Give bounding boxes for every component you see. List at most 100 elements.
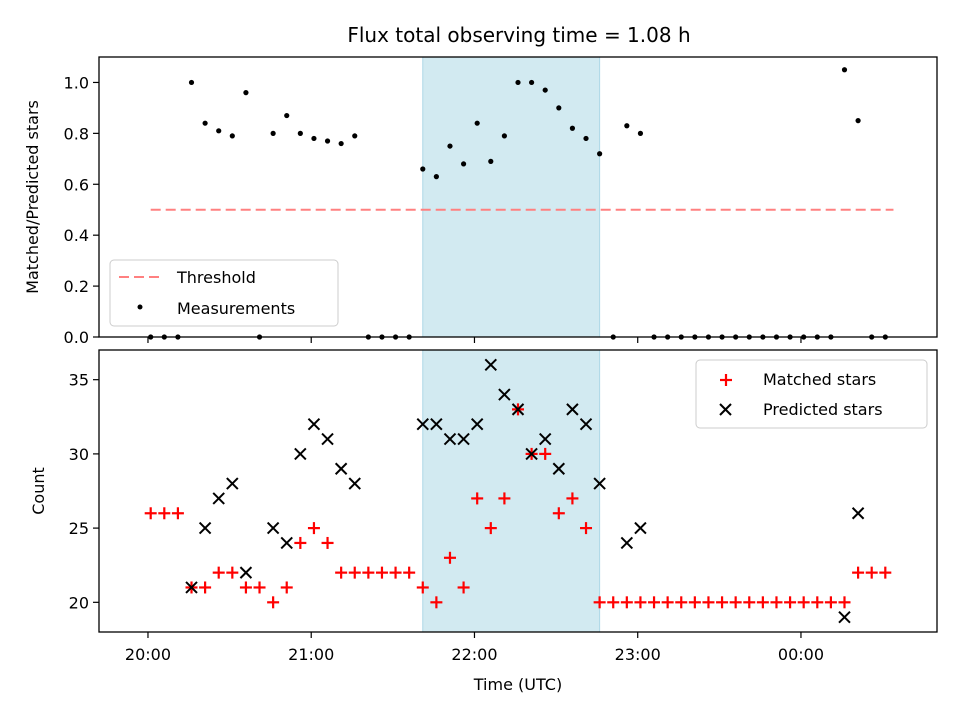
legend-top: Threshold Measurements: [109, 259, 339, 327]
y-axis-label-count: Count: [29, 467, 48, 515]
chart-title: Flux total observing time = 1.08 h: [347, 23, 690, 47]
y-tick-label: 0.0: [64, 328, 89, 347]
matched-star-point: [226, 566, 239, 579]
predicted-star-point: [457, 432, 470, 446]
panel-ratio: 0.0 0.2 0.4 0.6 0.8 1.0 Matched/Predicted sta…: [23, 56, 938, 347]
matched-star-point: [430, 596, 443, 609]
x-tick-label: 21:00: [288, 645, 334, 664]
predicted-star-point: [266, 521, 280, 535]
predicted-star-point: [334, 462, 348, 475]
legend-box-top: [109, 259, 339, 327]
matched-star-point: [199, 581, 212, 594]
x-ticks-top: [147, 337, 802, 343]
matched-star-point: [852, 566, 865, 579]
legend-threshold-label: Threshold: [176, 268, 256, 287]
matched-star-point: [267, 596, 280, 609]
legend-matched-label: Matched stars: [763, 370, 876, 389]
shaded-span-rect: [422, 349, 601, 633]
measurement-point: [188, 79, 195, 86]
predicted-star-point: [430, 418, 443, 431]
matched-star-point: [484, 522, 497, 535]
matched-star-point: [784, 596, 797, 609]
matched-star-point: [688, 596, 701, 609]
predicted-star-point: [321, 432, 334, 446]
measurement-point: [284, 112, 290, 119]
matched-star-point: [580, 522, 593, 535]
measurement-point: [637, 130, 644, 136]
measurement-point: [420, 166, 426, 172]
measurement-point: [556, 105, 562, 111]
measurement-point: [433, 174, 439, 180]
matched-star-point: [770, 596, 783, 609]
predicted-star-point: [620, 536, 634, 550]
measurement-point: [474, 120, 480, 126]
matched-star-point: [144, 507, 157, 520]
matched-star-point: [321, 536, 334, 549]
matched-star-point: [389, 566, 402, 579]
legend-bottom: Matched stars Predicted stars: [695, 359, 928, 429]
predicted-star-point: [307, 418, 321, 431]
matched-star-point: [675, 596, 688, 609]
matched-star-point: [171, 507, 184, 520]
predicted-star-point: [552, 462, 566, 475]
matched-star-point: [348, 566, 361, 579]
predicted-star-point: [511, 403, 525, 416]
measurement-point: [841, 67, 848, 73]
matched-star-point: [811, 596, 824, 609]
y-tick-label: 0.4: [64, 226, 89, 245]
predicted-star-point: [198, 521, 212, 535]
matched-star-point: [729, 596, 742, 609]
matched-star-point: [158, 507, 171, 520]
y-tick-label: 0.8: [64, 124, 89, 143]
shaded-span-rect: [422, 56, 601, 338]
matched-star-point: [539, 447, 552, 460]
predicted-star-point: [212, 492, 225, 505]
matched-star-point: [879, 566, 892, 579]
predicted-star-point: [294, 447, 307, 461]
predicted-star-point: [348, 477, 361, 490]
y-tick-label: 35: [69, 371, 89, 390]
matched-star-point: [824, 596, 837, 609]
measurement-point: [460, 161, 467, 167]
matched-star-point: [566, 492, 579, 505]
observing-window-span: [422, 349, 601, 633]
measurement-points: [148, 67, 888, 340]
predicted-star-point: [634, 521, 647, 535]
measurement-point: [488, 158, 494, 164]
measurement-point: [597, 151, 603, 157]
predicted-star-point: [484, 358, 497, 372]
matched-star-point: [335, 566, 348, 579]
y-tick-label: 1.0: [64, 73, 89, 92]
measurement-point: [202, 120, 208, 126]
x-tick-label: 20:00: [125, 645, 171, 664]
measurement-point: [447, 143, 453, 149]
predicted-star-point: [280, 536, 293, 550]
measurement-point: [324, 138, 331, 144]
predicted-stars-points: [185, 358, 865, 624]
matched-star-point: [702, 596, 715, 609]
measurement-point: [243, 90, 249, 96]
matched-star-point: [634, 596, 647, 609]
measurement-point: [569, 125, 576, 131]
matched-star-point: [375, 566, 388, 579]
measurement-point: [270, 130, 276, 136]
measurement-point: [311, 135, 317, 142]
matched-star-point: [239, 581, 252, 594]
panel-count: 20 25 30 35 20:00 21:00 22:00 23:00 00:00 Count…: [29, 349, 938, 694]
y-axis-label-ratio: Matched/Predicted stars: [23, 100, 42, 294]
legend-predicted-swatch: [719, 403, 732, 416]
matched-star-point: [362, 566, 375, 579]
x-tick-label: 00:00: [778, 645, 824, 664]
matched-star-point: [552, 507, 565, 520]
matched-star-point: [294, 536, 307, 549]
predicted-star-point: [593, 477, 606, 490]
predicted-star-point: [416, 418, 429, 431]
measurement-point: [338, 140, 344, 147]
matched-star-point: [280, 581, 293, 594]
legend-predicted-label: Predicted stars: [763, 400, 883, 419]
x-tick-label: 22:00: [451, 645, 497, 664]
predicted-star-point: [539, 432, 552, 446]
x-axis-label: Time (UTC): [473, 675, 562, 694]
predicted-star-point: [498, 388, 511, 401]
matched-star-point: [797, 596, 810, 609]
